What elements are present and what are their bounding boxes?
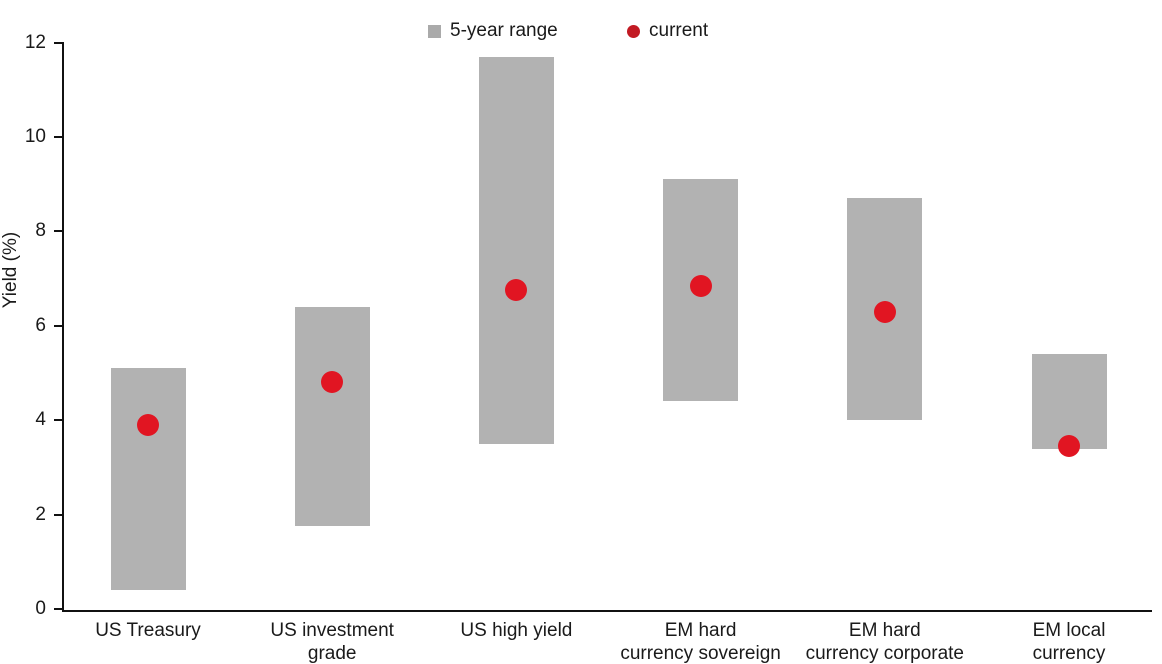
legend-current-label: current: [649, 20, 709, 41]
x-axis-label: US Treasury: [56, 619, 240, 642]
range-bar: [478, 56, 554, 444]
range-swatch-icon: [428, 24, 441, 38]
y-tick-mark: [54, 230, 62, 233]
y-tick-label: 2: [35, 503, 46, 525]
legend-item-range: 5-year range: [428, 20, 558, 42]
current-dot: [873, 300, 896, 323]
legend-item-current: current: [627, 20, 708, 42]
range-bar: [294, 306, 370, 527]
y-tick-mark: [54, 41, 62, 44]
x-axis-label-line: US high yield: [460, 620, 573, 641]
x-axis-label-line: currency corporate: [805, 643, 964, 664]
current-dot: [137, 413, 159, 436]
x-axis-label-line: US investment: [270, 620, 394, 641]
x-axis-label-line: US Treasury: [95, 620, 201, 641]
x-axis-label: EM hard currency sovereign: [609, 619, 793, 664]
x-axis-label: EM local currency: [977, 619, 1161, 664]
y-tick-label: 0: [35, 598, 46, 619]
y-tick-label: 4: [35, 409, 46, 431]
y-tick-mark: [54, 513, 62, 516]
x-axis-label: EM hard currency corporate: [793, 619, 977, 664]
y-tick-label: 8: [35, 220, 46, 242]
current-dot: [689, 274, 712, 297]
legend-range-label: 5-year range: [450, 20, 558, 41]
current-dot-icon: [627, 24, 640, 38]
x-axis-label-line: EM hard: [664, 620, 737, 641]
current-dot: [321, 371, 344, 394]
y-tick-label: 12: [24, 31, 46, 53]
y-tick-label: 6: [35, 314, 46, 336]
x-axis-label-line: EM local: [1032, 620, 1106, 641]
range-bar: [1031, 354, 1107, 449]
current-dot: [1058, 435, 1080, 458]
current-dot: [505, 279, 528, 302]
x-axis-label: US investment grade: [240, 619, 424, 664]
x-axis-label-line: currency sovereign: [620, 643, 781, 664]
x-axis-label: US high yield: [424, 619, 608, 642]
x-axis-label-line: currency: [1032, 643, 1106, 664]
x-axis-label-line: grade: [307, 643, 357, 664]
y-tick-mark: [54, 136, 62, 138]
y-tick-mark: [54, 419, 62, 422]
y-tick-mark: [54, 608, 62, 610]
range-bar: [110, 368, 186, 591]
x-axis-label-line: EM hard: [848, 620, 921, 641]
y-axis-line: [62, 42, 64, 612]
x-axis-line: [62, 609, 1152, 612]
y-tick-mark: [54, 324, 62, 327]
y-tick-label: 10: [24, 126, 46, 147]
